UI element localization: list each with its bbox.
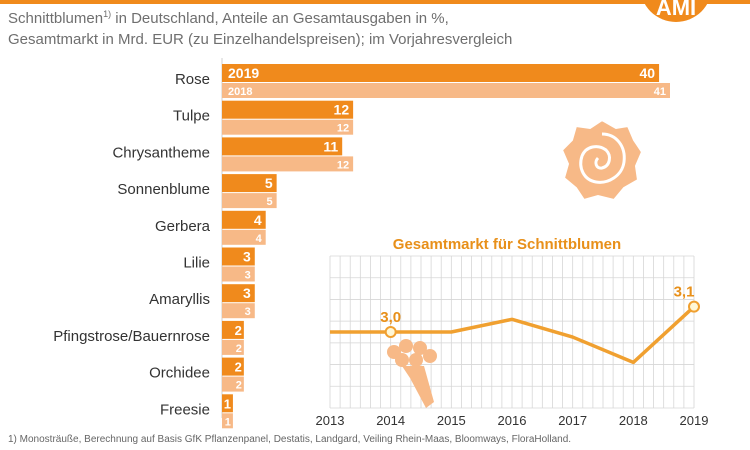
value-label-2019: 40 xyxy=(639,65,655,81)
value-label-2018: 4 xyxy=(256,233,263,245)
data-point-label: 3,1 xyxy=(674,284,695,301)
value-label-2018: 41 xyxy=(654,86,666,98)
subtitle-line2: Gesamtmarkt in Mrd. EUR (zu Einzelhandel… xyxy=(8,31,513,48)
top-accent-bar xyxy=(0,0,750,4)
data-point-marker xyxy=(384,326,397,338)
value-label-2018: 3 xyxy=(245,270,251,282)
value-label-2019: 4 xyxy=(254,212,262,228)
value-label-2018: 5 xyxy=(267,196,273,208)
data-point-label: 3,0 xyxy=(380,309,401,326)
bar-2019 xyxy=(222,174,277,193)
value-label-2019: 5 xyxy=(265,175,273,191)
ami-logo: AMI xyxy=(640,0,712,22)
bar-2019 xyxy=(222,64,660,82)
value-label-2019: 2 xyxy=(235,323,242,338)
bar-2018 xyxy=(222,303,255,319)
category-label: Sonnenblume xyxy=(117,181,210,198)
bar-2019 xyxy=(222,247,255,266)
bar-2018 xyxy=(222,376,244,392)
bar-2018 xyxy=(222,83,670,98)
value-label-2019: 12 xyxy=(334,102,350,118)
value-label-2018: 3 xyxy=(245,306,251,318)
x-tick-label: 2013 xyxy=(316,413,345,428)
bar-2019 xyxy=(222,357,244,376)
bar-2019 xyxy=(222,394,233,413)
value-label-2019: 3 xyxy=(243,285,251,301)
series-label-2019: 2019 xyxy=(228,65,259,81)
value-label-2019: 1 xyxy=(224,396,231,411)
category-label: Orchidee xyxy=(149,365,210,382)
chart-subtitle: Schnittblumen1) in Deutschland, Anteile … xyxy=(8,8,608,50)
bar-2018 xyxy=(222,339,244,355)
subtitle-part1: Schnittblumen xyxy=(8,10,104,27)
series-label-2018: 2018 xyxy=(228,86,252,98)
x-tick-label: 2017 xyxy=(558,413,587,428)
x-tick-label: 2014 xyxy=(376,413,405,428)
value-label-2018: 12 xyxy=(337,159,349,171)
category-label: Gerbera xyxy=(155,218,211,235)
value-label-2018: 12 xyxy=(337,123,349,135)
x-tick-label: 2018 xyxy=(619,413,648,428)
bar-2018 xyxy=(222,229,266,245)
category-label: Freesie xyxy=(160,401,210,418)
bar-2019 xyxy=(222,210,266,229)
rose-icon xyxy=(560,118,644,202)
line-chart-inset: Gesamtmarkt für Schnittblumen 2013 2014 3,… xyxy=(316,232,709,428)
x-tick-label: 2015 xyxy=(437,413,466,428)
footnote: 1) Monosträuße, Berechnung auf Basis GfK… xyxy=(8,434,572,445)
bar-2019 xyxy=(222,320,244,339)
bar-2018 xyxy=(222,266,255,282)
value-label-2019: 11 xyxy=(323,138,338,154)
value-label-2019: 3 xyxy=(243,249,251,265)
subtitle-footnote-ref: 1) xyxy=(103,9,112,19)
bar-2019 xyxy=(222,137,343,156)
bar-2018 xyxy=(222,413,233,429)
bouquet-icon xyxy=(387,339,437,408)
category-label: Lilie xyxy=(183,255,210,272)
category-label: Tulpe xyxy=(173,108,210,125)
inset-marks: 2013 2014 3,0 2015 2016 2017 2018 2019 3,1 xyxy=(316,284,709,428)
bar-2018 xyxy=(222,193,277,209)
category-label: Amaryllis xyxy=(149,291,210,308)
x-tick-label: 2019 xyxy=(680,413,709,428)
subtitle-part2: in Deutschland, Anteile an Gesamtausgabe… xyxy=(111,10,449,27)
value-label-2019: 2 xyxy=(235,360,242,375)
bar-2018 xyxy=(222,119,354,135)
data-point-marker xyxy=(688,300,700,313)
value-label-2018: 2 xyxy=(236,380,242,392)
bar-2018 xyxy=(222,156,354,172)
category-label: Rose xyxy=(175,71,210,88)
x-tick-label: 2016 xyxy=(498,413,527,428)
bar-2019 xyxy=(222,284,255,303)
inset-title: Gesamtmarkt für Schnittblumen xyxy=(393,236,621,253)
category-label: Chrysantheme xyxy=(112,144,210,161)
category-label: Pfingstrose/Bauernrose xyxy=(53,328,210,345)
value-label-2018: 1 xyxy=(225,416,231,428)
inset-background xyxy=(320,232,706,415)
bar-2019 xyxy=(222,100,354,119)
value-label-2018: 2 xyxy=(236,343,242,355)
